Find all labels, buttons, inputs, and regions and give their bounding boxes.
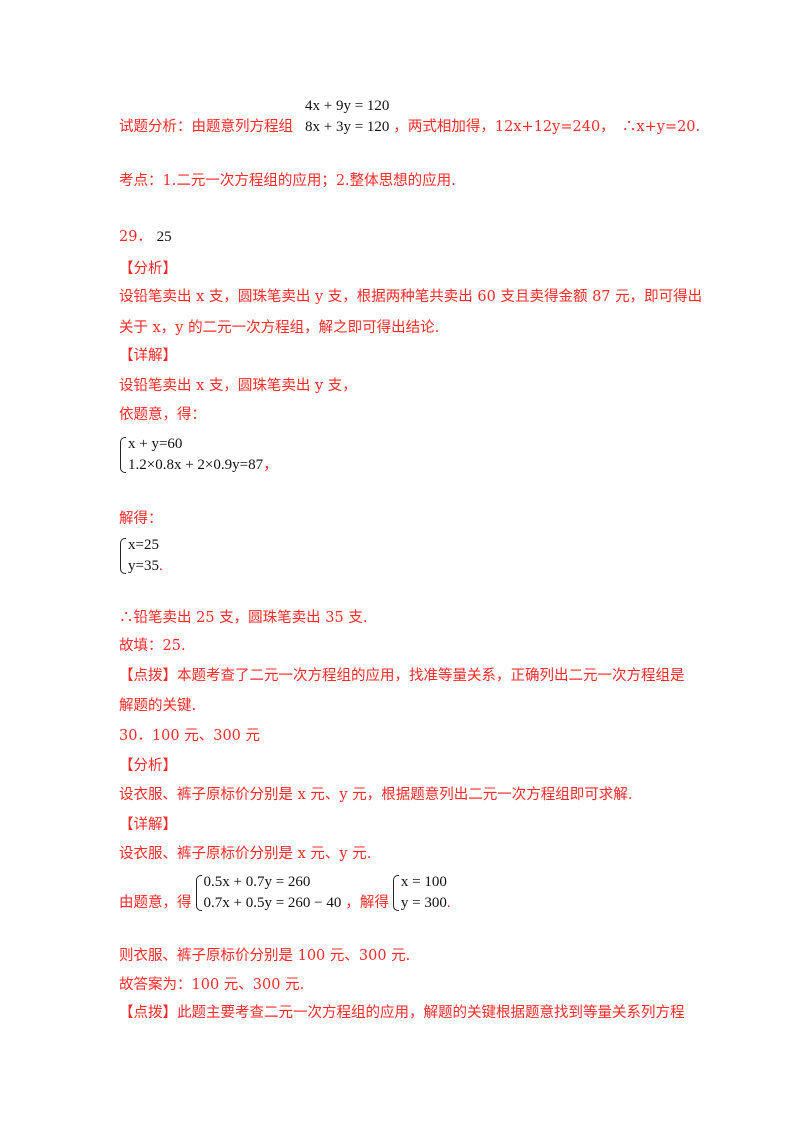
q29-detail-head: 【详解】 xyxy=(119,348,177,364)
q28-kaodian: 考点：1.二元一次方程组的应用；2.整体思想的应用. xyxy=(119,173,456,189)
solution: y=35. xyxy=(128,558,163,574)
q30-tip-1: 【点拨】此题主要考查二元一次方程组的应用，解题的关键根据题意找到等量关系列方程 xyxy=(119,1005,685,1021)
q29-detail-2: 依题意，得： xyxy=(119,407,206,423)
q30-detail-1: 设衣服、裤子原标价分别是 x 元、y 元. xyxy=(119,846,372,862)
q29-conclusion: ∴铅笔卖出 25 支，圆珠笔卖出 35 支. xyxy=(119,610,368,626)
q30-analysis-head: 【分析】 xyxy=(119,758,177,774)
q29-analysis-1: 设铅笔卖出 x 支，圆珠笔卖出 y 支，根据两种笔共卖出 60 支且卖得金额 8… xyxy=(119,289,703,305)
q30-solve-label: ，解得 xyxy=(345,895,389,911)
q30-answer: 故答案为：100 元、300 元. xyxy=(119,977,305,993)
q30-title: 30．100 元、300 元 xyxy=(119,728,261,744)
q30-equation-system: 0.5x + 0.7y = 260 0.7x + 0.5y = 260 − 40 xyxy=(195,872,342,914)
q28-analysis-prefix: 试题分析：由题意列方程组 xyxy=(119,119,293,135)
q29-heading: 29． 25 xyxy=(119,228,172,246)
q29-fill: 故填：25. xyxy=(119,638,186,654)
solution: y = 300. xyxy=(400,895,451,911)
q29-solve-label: 解得： xyxy=(119,511,163,527)
equation: 0.5x + 0.7y = 260 xyxy=(203,874,311,890)
q29-tip-1: 【点拨】本题考查了二元一次方程组的应用，找准等量关系，正确列出二元一次方程组是 xyxy=(119,668,685,684)
q30-detail-head: 【详解】 xyxy=(119,817,177,833)
q29-analysis-head: 【分析】 xyxy=(119,261,177,277)
q30-solution-system: x = 100 y = 300. xyxy=(392,872,451,914)
q29-tip-2: 解题的关键. xyxy=(119,698,197,714)
equation: 1.2×0.8x + 2×0.9y=87， xyxy=(128,457,279,473)
q29-detail-1: 设铅笔卖出 x 支，圆珠笔卖出 y 支， xyxy=(119,378,357,394)
q30-equation-row: 由题意，得 0.5x + 0.7y = 260 0.7x + 0.5y = 26… xyxy=(119,872,455,914)
solution: x = 100 xyxy=(400,874,447,890)
q30-conclusion: 则衣服、裤子原标价分别是 100 元、300 元. xyxy=(119,948,411,964)
solution: x=25 xyxy=(128,537,159,553)
q28-equation-system: 4x + 9y = 120 8x + 3y = 120 xyxy=(297,96,389,138)
q30-analysis-1: 设衣服、裤子原标价分别是 x 元、y 元，根据题意列出二元一次方程组即可求解. xyxy=(119,787,633,803)
q29-solution-system: x=25 y=35. xyxy=(120,535,163,577)
q29-answer: 25 xyxy=(156,229,172,245)
q29-number: 29． xyxy=(119,229,152,245)
q30-by-label: 由题意，得 xyxy=(119,895,192,911)
q29-equation-system: x + y=60 1.2×0.8x + 2×0.9y=87， xyxy=(120,434,278,476)
q29-analysis-2: 关于 x，y 的二元一次方程组，解之即可得出结论. xyxy=(119,320,440,336)
equation: 4x + 9y = 120 xyxy=(305,98,390,114)
q28-analysis-suffix: ，两式相加得，12x+12y=240， ∴x+y=20. xyxy=(393,119,701,135)
equation: 8x + 3y = 120 xyxy=(305,119,390,135)
equation: 0.7x + 0.5y = 260 − 40 xyxy=(203,895,342,911)
q28-analysis-row: 试题分析：由题意列方程组 4x + 9y = 120 8x + 3y = 120… xyxy=(119,96,700,138)
equation: x + y=60 xyxy=(128,436,183,452)
